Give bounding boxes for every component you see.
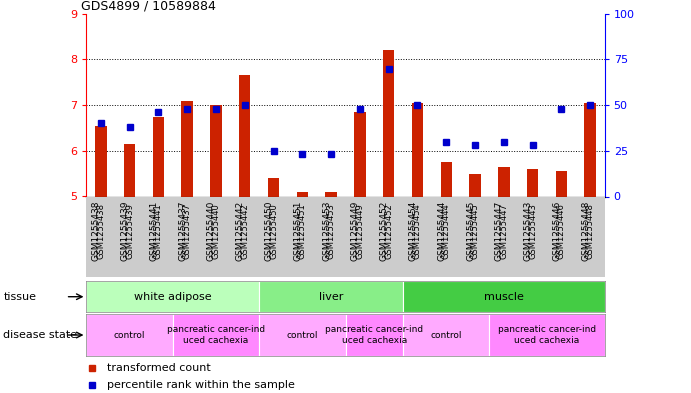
Bar: [124, 144, 135, 196]
Text: GSM1255448: GSM1255448: [586, 203, 595, 259]
Text: white adipose: white adipose: [134, 292, 211, 302]
Text: GSM1255448: GSM1255448: [581, 200, 590, 261]
Bar: [86, 314, 173, 356]
Text: pancreatic cancer-ind
uced cachexia: pancreatic cancer-ind uced cachexia: [167, 325, 265, 345]
Text: GSM1255450: GSM1255450: [269, 203, 278, 259]
Bar: [412, 103, 423, 196]
Bar: [210, 105, 222, 196]
Text: GSM1255442: GSM1255442: [236, 200, 245, 261]
Bar: [153, 117, 164, 196]
Bar: [267, 178, 279, 196]
Text: GSM1255453: GSM1255453: [327, 203, 336, 259]
Text: GSM1255447: GSM1255447: [495, 200, 504, 261]
Bar: [173, 314, 259, 356]
Bar: [95, 126, 106, 196]
Text: GSM1255454: GSM1255454: [408, 200, 417, 261]
Bar: [296, 192, 308, 196]
Text: percentile rank within the sample: percentile rank within the sample: [107, 380, 295, 390]
Text: GSM1255438: GSM1255438: [96, 203, 105, 259]
Bar: [469, 174, 481, 196]
Text: GSM1255449: GSM1255449: [351, 200, 360, 261]
Text: GSM1255443: GSM1255443: [528, 203, 537, 259]
Text: GSM1255454: GSM1255454: [413, 203, 422, 259]
Text: control: control: [430, 331, 462, 340]
Text: tissue: tissue: [3, 292, 37, 302]
Text: GSM1255443: GSM1255443: [524, 200, 533, 261]
Text: muscle: muscle: [484, 292, 524, 302]
Text: GSM1255452: GSM1255452: [379, 200, 388, 261]
Bar: [556, 171, 567, 196]
Text: GSM1255451: GSM1255451: [298, 203, 307, 259]
Text: GSM1255437: GSM1255437: [182, 203, 191, 259]
Text: GSM1255442: GSM1255442: [240, 203, 249, 259]
Bar: [498, 167, 509, 196]
Text: GSM1255452: GSM1255452: [384, 203, 393, 259]
Text: GSM1255450: GSM1255450: [265, 200, 274, 261]
Bar: [86, 281, 259, 312]
Text: GSM1255440: GSM1255440: [211, 203, 220, 259]
Text: GSM1255444: GSM1255444: [437, 200, 446, 261]
Bar: [527, 169, 538, 196]
Text: GSM1255447: GSM1255447: [500, 203, 509, 259]
Text: GDS4899 / 10589884: GDS4899 / 10589884: [81, 0, 216, 13]
Text: GSM1255438: GSM1255438: [92, 200, 101, 261]
Bar: [403, 314, 489, 356]
Text: GSM1255449: GSM1255449: [355, 203, 364, 259]
Text: GSM1255446: GSM1255446: [557, 203, 566, 259]
Text: GSM1255451: GSM1255451: [293, 200, 302, 261]
Text: control: control: [287, 331, 318, 340]
Text: GSM1255453: GSM1255453: [322, 200, 331, 261]
Text: pancreatic cancer-ind
uced cachexia: pancreatic cancer-ind uced cachexia: [498, 325, 596, 345]
Bar: [259, 281, 403, 312]
Text: GSM1255441: GSM1255441: [154, 203, 163, 259]
Bar: [440, 162, 452, 196]
Bar: [181, 101, 193, 196]
Bar: [354, 112, 366, 196]
Text: GSM1255446: GSM1255446: [552, 200, 561, 261]
Bar: [346, 314, 403, 356]
Text: pancreatic cancer-ind
uced cachexia: pancreatic cancer-ind uced cachexia: [325, 325, 424, 345]
Text: GSM1255439: GSM1255439: [120, 200, 129, 261]
Text: GSM1255444: GSM1255444: [442, 203, 451, 259]
Text: GSM1255437: GSM1255437: [178, 200, 187, 261]
Bar: [403, 281, 605, 312]
Text: disease state: disease state: [3, 330, 77, 340]
Text: GSM1255439: GSM1255439: [125, 203, 134, 259]
Text: transformed count: transformed count: [107, 362, 211, 373]
Text: liver: liver: [319, 292, 343, 302]
Text: GSM1255440: GSM1255440: [207, 200, 216, 261]
Bar: [489, 314, 605, 356]
Bar: [585, 103, 596, 196]
Text: control: control: [114, 331, 145, 340]
Bar: [239, 75, 250, 196]
Bar: [383, 50, 395, 196]
Bar: [325, 192, 337, 196]
Bar: [259, 314, 346, 356]
Text: GSM1255445: GSM1255445: [466, 200, 475, 261]
Text: GSM1255445: GSM1255445: [471, 203, 480, 259]
Text: GSM1255441: GSM1255441: [149, 200, 158, 261]
